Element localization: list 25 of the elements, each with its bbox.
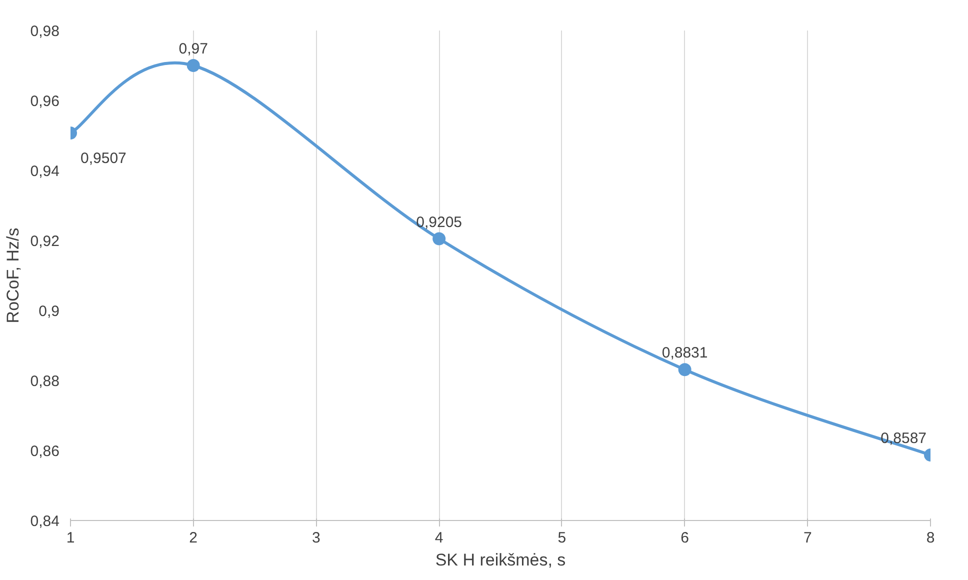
x-tick-label: 5 xyxy=(558,530,566,546)
y-axis-title: RoCoF, Hz/s xyxy=(3,228,22,324)
x-tick-label: 6 xyxy=(680,530,689,546)
point xyxy=(678,363,692,376)
x-tick-label: 2 xyxy=(189,530,198,546)
x-tick-label: 3 xyxy=(312,530,320,546)
data-label: 0,8587 xyxy=(880,430,927,448)
y-tick-label: 0,92 xyxy=(30,233,60,250)
y-tick-label: 0,84 xyxy=(30,513,60,530)
x-tick-label: 4 xyxy=(434,530,444,546)
data-label: 0,8831 xyxy=(662,344,708,362)
data-label: 0,9507 xyxy=(80,150,126,168)
x-tick-label: 7 xyxy=(803,530,812,546)
y-tick-label: 0,88 xyxy=(30,373,60,390)
y-tick-label: 0,94 xyxy=(30,163,60,180)
y-tick-label: 0,96 xyxy=(30,93,60,110)
x-tick-label: 1 xyxy=(66,530,75,546)
x-tick-label: 8 xyxy=(926,530,935,546)
data-label: 0,9205 xyxy=(416,214,462,231)
y-tick-label: 0,9 xyxy=(38,303,60,320)
data-label: 0,97 xyxy=(178,40,208,58)
y-tick-label: 0,86 xyxy=(30,443,60,460)
x-axis-title: SK H reikšmės, s xyxy=(435,550,566,570)
y-tick-label: 0,98 xyxy=(30,23,60,40)
point xyxy=(432,232,446,246)
